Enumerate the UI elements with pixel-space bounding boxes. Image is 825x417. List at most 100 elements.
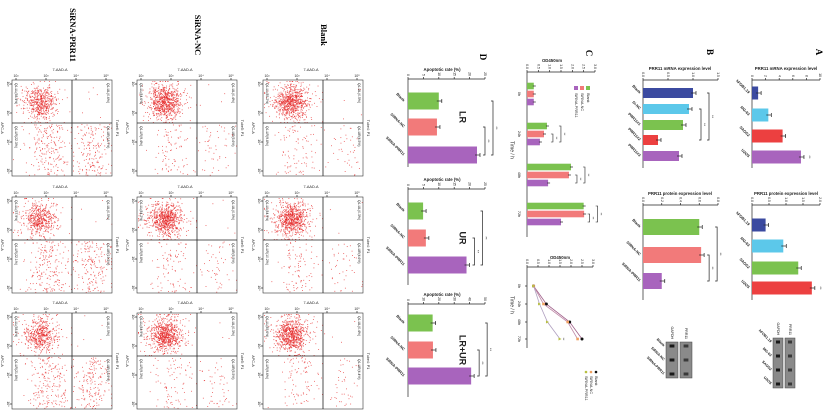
flow-event-dot: [300, 355, 301, 356]
flow-event-dot: [287, 338, 289, 340]
flow-event-dot: [167, 226, 169, 228]
flow-event-dot: [147, 107, 149, 109]
flow-event-dot: [278, 198, 280, 199]
flow-event-dot: [292, 100, 294, 102]
flow-event-dot: [162, 105, 164, 107]
flow-event-dot: [299, 97, 301, 99]
flow-event-dot: [168, 96, 170, 98]
flow-event-dot: [308, 87, 310, 89]
flow-event-dot: [297, 317, 299, 319]
flow-event-dot: [151, 225, 153, 227]
flow-event-dot: [164, 232, 166, 234]
flow-event-dot: [153, 88, 154, 90]
flow-event-dot: [158, 109, 160, 111]
flow-event-dot: [170, 102, 172, 104]
flow-event-dot: [155, 226, 156, 228]
flow-event-dot: [178, 166, 180, 168]
flow-event-dot: [150, 212, 152, 214]
flow-event-dot: [297, 275, 299, 276]
flow-event-dot: [162, 96, 164, 98]
flow-event-dot: [316, 321, 318, 323]
flow-event-dot: [298, 208, 300, 210]
flow-event-dot: [302, 223, 304, 225]
flow-event-dot: [269, 101, 271, 102]
flow-event-dot: [283, 238, 285, 240]
flow-event-dot: [181, 217, 183, 218]
flow-event-dot: [164, 94, 166, 96]
flow-event-dot: [165, 219, 167, 221]
flow-event-dot: [288, 223, 290, 225]
flow-event-dot: [167, 212, 169, 214]
flow-event-dot: [170, 209, 172, 211]
flow-event-dot: [291, 209, 293, 211]
flow-event-dot: [226, 145, 228, 147]
flow-event-dot: [296, 222, 298, 224]
flow-event-dot: [170, 213, 171, 214]
flow-event-dot: [170, 114, 172, 116]
flow-event-dot: [285, 95, 287, 97]
x-axis-label: 7-AAD-A: [304, 301, 319, 305]
flow-event-dot: [311, 239, 313, 240]
flow-event-dot: [167, 105, 169, 107]
flow-event-dot: [264, 207, 265, 209]
flow-event-dot: [277, 334, 278, 336]
flow-event-dot: [273, 101, 275, 103]
flow-event-dot: [279, 230, 281, 231]
flow-event-dot: [294, 342, 296, 344]
flow-event-dot: [162, 215, 164, 217]
flow-event-dot: [168, 141, 170, 143]
flow-event-dot: [288, 338, 290, 339]
flow-event-dot: [294, 90, 295, 92]
flow-event-dot: [353, 382, 355, 384]
category-label: U2OS: [740, 148, 750, 158]
flow-event-dot: [302, 204, 304, 206]
flow-event-dot: [157, 229, 159, 231]
quadrant-label-ll: Q1-LL(84.6%): [139, 83, 143, 104]
tick-label: 1.0: [691, 72, 695, 77]
flow-event-dot: [168, 211, 170, 213]
flow-event-dot: [292, 230, 294, 232]
flow-event-dot: [153, 115, 155, 117]
flow-event-dot: [164, 103, 166, 105]
flow-event-dot: [298, 333, 300, 335]
flow-event-dot: [150, 93, 152, 95]
flow-event-dot: [174, 94, 176, 96]
flow-event-dot: [307, 208, 309, 210]
flow-event-dot: [158, 217, 160, 219]
flow-event-dot: [302, 112, 303, 114]
flow-event-dot: [307, 326, 309, 328]
flow-event-dot: [298, 215, 300, 217]
flow-event-dot: [163, 218, 165, 220]
category-label: SiRNA-NC: [389, 335, 405, 351]
flow-event-dot: [213, 152, 215, 154]
flow-event-dot: [291, 325, 293, 327]
flow-event-dot: [280, 344, 282, 346]
flow-event-dot: [292, 337, 294, 339]
flow-event-dot: [155, 99, 157, 100]
flow-event-dot: [166, 208, 168, 210]
flow-event-dot: [338, 244, 340, 246]
flow-event-dot: [173, 218, 175, 220]
flow-event-dot: [153, 100, 155, 102]
flow-event-dot: [310, 323, 312, 325]
flow-event-dot: [302, 329, 304, 331]
flow-event-dot: [264, 230, 265, 231]
flow-event-dot: [286, 324, 288, 326]
category-label: SiRNA-PRR11: [621, 262, 642, 283]
flow-event-dot: [163, 232, 165, 234]
flow-event-dot: [295, 113, 297, 115]
flow-event-dot: [356, 138, 358, 140]
flow-event-dot: [285, 219, 286, 221]
flow-event-dot: [162, 81, 164, 82]
flow-event-dot: [175, 228, 177, 230]
flow-event-dot: [300, 82, 302, 84]
flow-event-dot: [288, 220, 290, 222]
bar-blank: [527, 122, 547, 130]
flow-event-dot: [274, 134, 276, 136]
blot-band: [683, 358, 689, 362]
flow-event-dot: [168, 206, 170, 208]
flow-event-dot: [161, 104, 163, 105]
flow-event-dot: [170, 210, 172, 212]
tick-label: 10⁵: [354, 307, 360, 311]
flow-event-dot: [264, 215, 266, 217]
